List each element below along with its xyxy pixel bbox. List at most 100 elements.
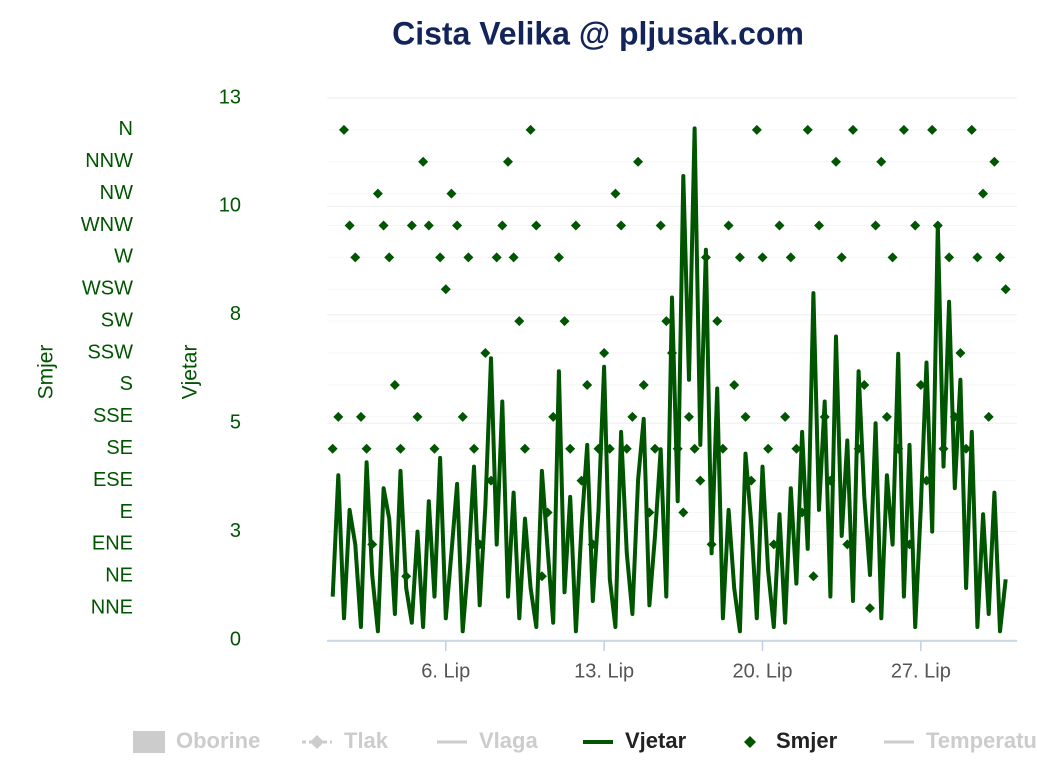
direction-point (429, 443, 440, 454)
direction-point (519, 443, 530, 454)
direction-point (904, 539, 915, 550)
direction-point (995, 252, 1006, 263)
direction-point (734, 252, 745, 263)
legend-label: Tlak (344, 728, 389, 753)
direction-point (486, 475, 497, 486)
direction-point (881, 411, 892, 422)
legend-symbol (133, 731, 165, 753)
direction-point (983, 411, 994, 422)
direction-point (395, 443, 406, 454)
direction-point (853, 443, 864, 454)
y2-tick-label: ESE (93, 469, 133, 491)
direction-point (768, 539, 779, 550)
y2-tick-label: WSW (82, 278, 133, 300)
direction-point (921, 475, 932, 486)
direction-point (661, 316, 672, 327)
direction-point (949, 411, 960, 422)
direction-point (406, 220, 417, 231)
direction-point (491, 252, 502, 263)
direction-point (627, 411, 638, 422)
direction-point (514, 316, 525, 327)
legend-item[interactable]: Smjer (744, 728, 838, 753)
legend-item[interactable]: Vjetar (583, 728, 687, 753)
direction-point (944, 252, 955, 263)
direction-point (825, 475, 836, 486)
direction-point (831, 156, 842, 167)
direction-point (327, 443, 338, 454)
legend-symbol (744, 736, 756, 748)
direction-point (570, 220, 581, 231)
direction-point (412, 411, 423, 422)
y2-tick-label: NE (105, 565, 133, 587)
direction-point (876, 156, 887, 167)
y2-tick-label: NNW (85, 150, 133, 172)
direction-point (367, 539, 378, 550)
direction-point (361, 443, 372, 454)
legend-item[interactable]: Vlaga (437, 728, 538, 753)
direction-point (576, 475, 587, 486)
direction-point (474, 539, 485, 550)
direction-point (819, 411, 830, 422)
direction-point (955, 348, 966, 359)
direction-point (418, 156, 429, 167)
direction-point (446, 188, 457, 199)
direction-point (667, 348, 677, 359)
direction-point (797, 507, 808, 518)
direction-point (525, 124, 536, 135)
direction-point (401, 571, 412, 582)
direction-point (553, 252, 564, 263)
direction-point (650, 443, 661, 454)
direction-point (644, 507, 655, 518)
direction-point (384, 252, 395, 263)
direction-point (814, 220, 825, 231)
y2-tick-label: W (114, 246, 133, 268)
x-tick-label: 6. Lip (421, 660, 470, 682)
direction-point (751, 124, 762, 135)
direction-point (678, 507, 689, 518)
legend-marker (310, 735, 324, 749)
direction-point (802, 124, 813, 135)
direction-point (604, 443, 615, 454)
direction-point (729, 379, 740, 390)
direction-point (508, 252, 519, 263)
legend-item[interactable]: Oborine (133, 728, 260, 753)
direction-point (452, 220, 463, 231)
direction-point (712, 316, 723, 327)
chart-title: Cista Velika @ pljusak.com (392, 15, 804, 51)
y-tick-label: 5 (230, 411, 241, 433)
y2-tick-label: WNW (81, 214, 133, 236)
direction-point (333, 411, 344, 422)
legend-item[interactable]: Tlak (302, 728, 389, 753)
legend-label: Vlaga (479, 728, 538, 753)
direction-point (836, 252, 847, 263)
direction-point (655, 220, 666, 231)
direction-point (966, 124, 977, 135)
direction-point (633, 156, 644, 167)
direction-point (683, 411, 694, 422)
direction-point (717, 443, 728, 454)
direction-point (565, 443, 576, 454)
direction-point (672, 443, 683, 454)
legend-label: Oborine (176, 728, 260, 753)
y2-tick-label: SW (101, 309, 133, 331)
direction-point (1000, 284, 1011, 295)
direction-point (621, 443, 632, 454)
legend-item[interactable]: Temperatura (884, 728, 1037, 753)
direction-point (355, 411, 366, 422)
direction-point (785, 252, 796, 263)
direction-point (740, 411, 751, 422)
y-tick-label: 10 (219, 195, 241, 217)
direction-point (587, 539, 598, 550)
direction-point (502, 156, 513, 167)
y2-tick-label: SSW (87, 341, 133, 363)
direction-point (927, 124, 938, 135)
direction-point (757, 252, 768, 263)
x-tick-label: 27. Lip (891, 660, 951, 682)
direction-point (774, 220, 785, 231)
direction-point (378, 220, 389, 231)
direction-point (536, 571, 547, 582)
direction-point (842, 539, 853, 550)
direction-point (599, 348, 610, 359)
